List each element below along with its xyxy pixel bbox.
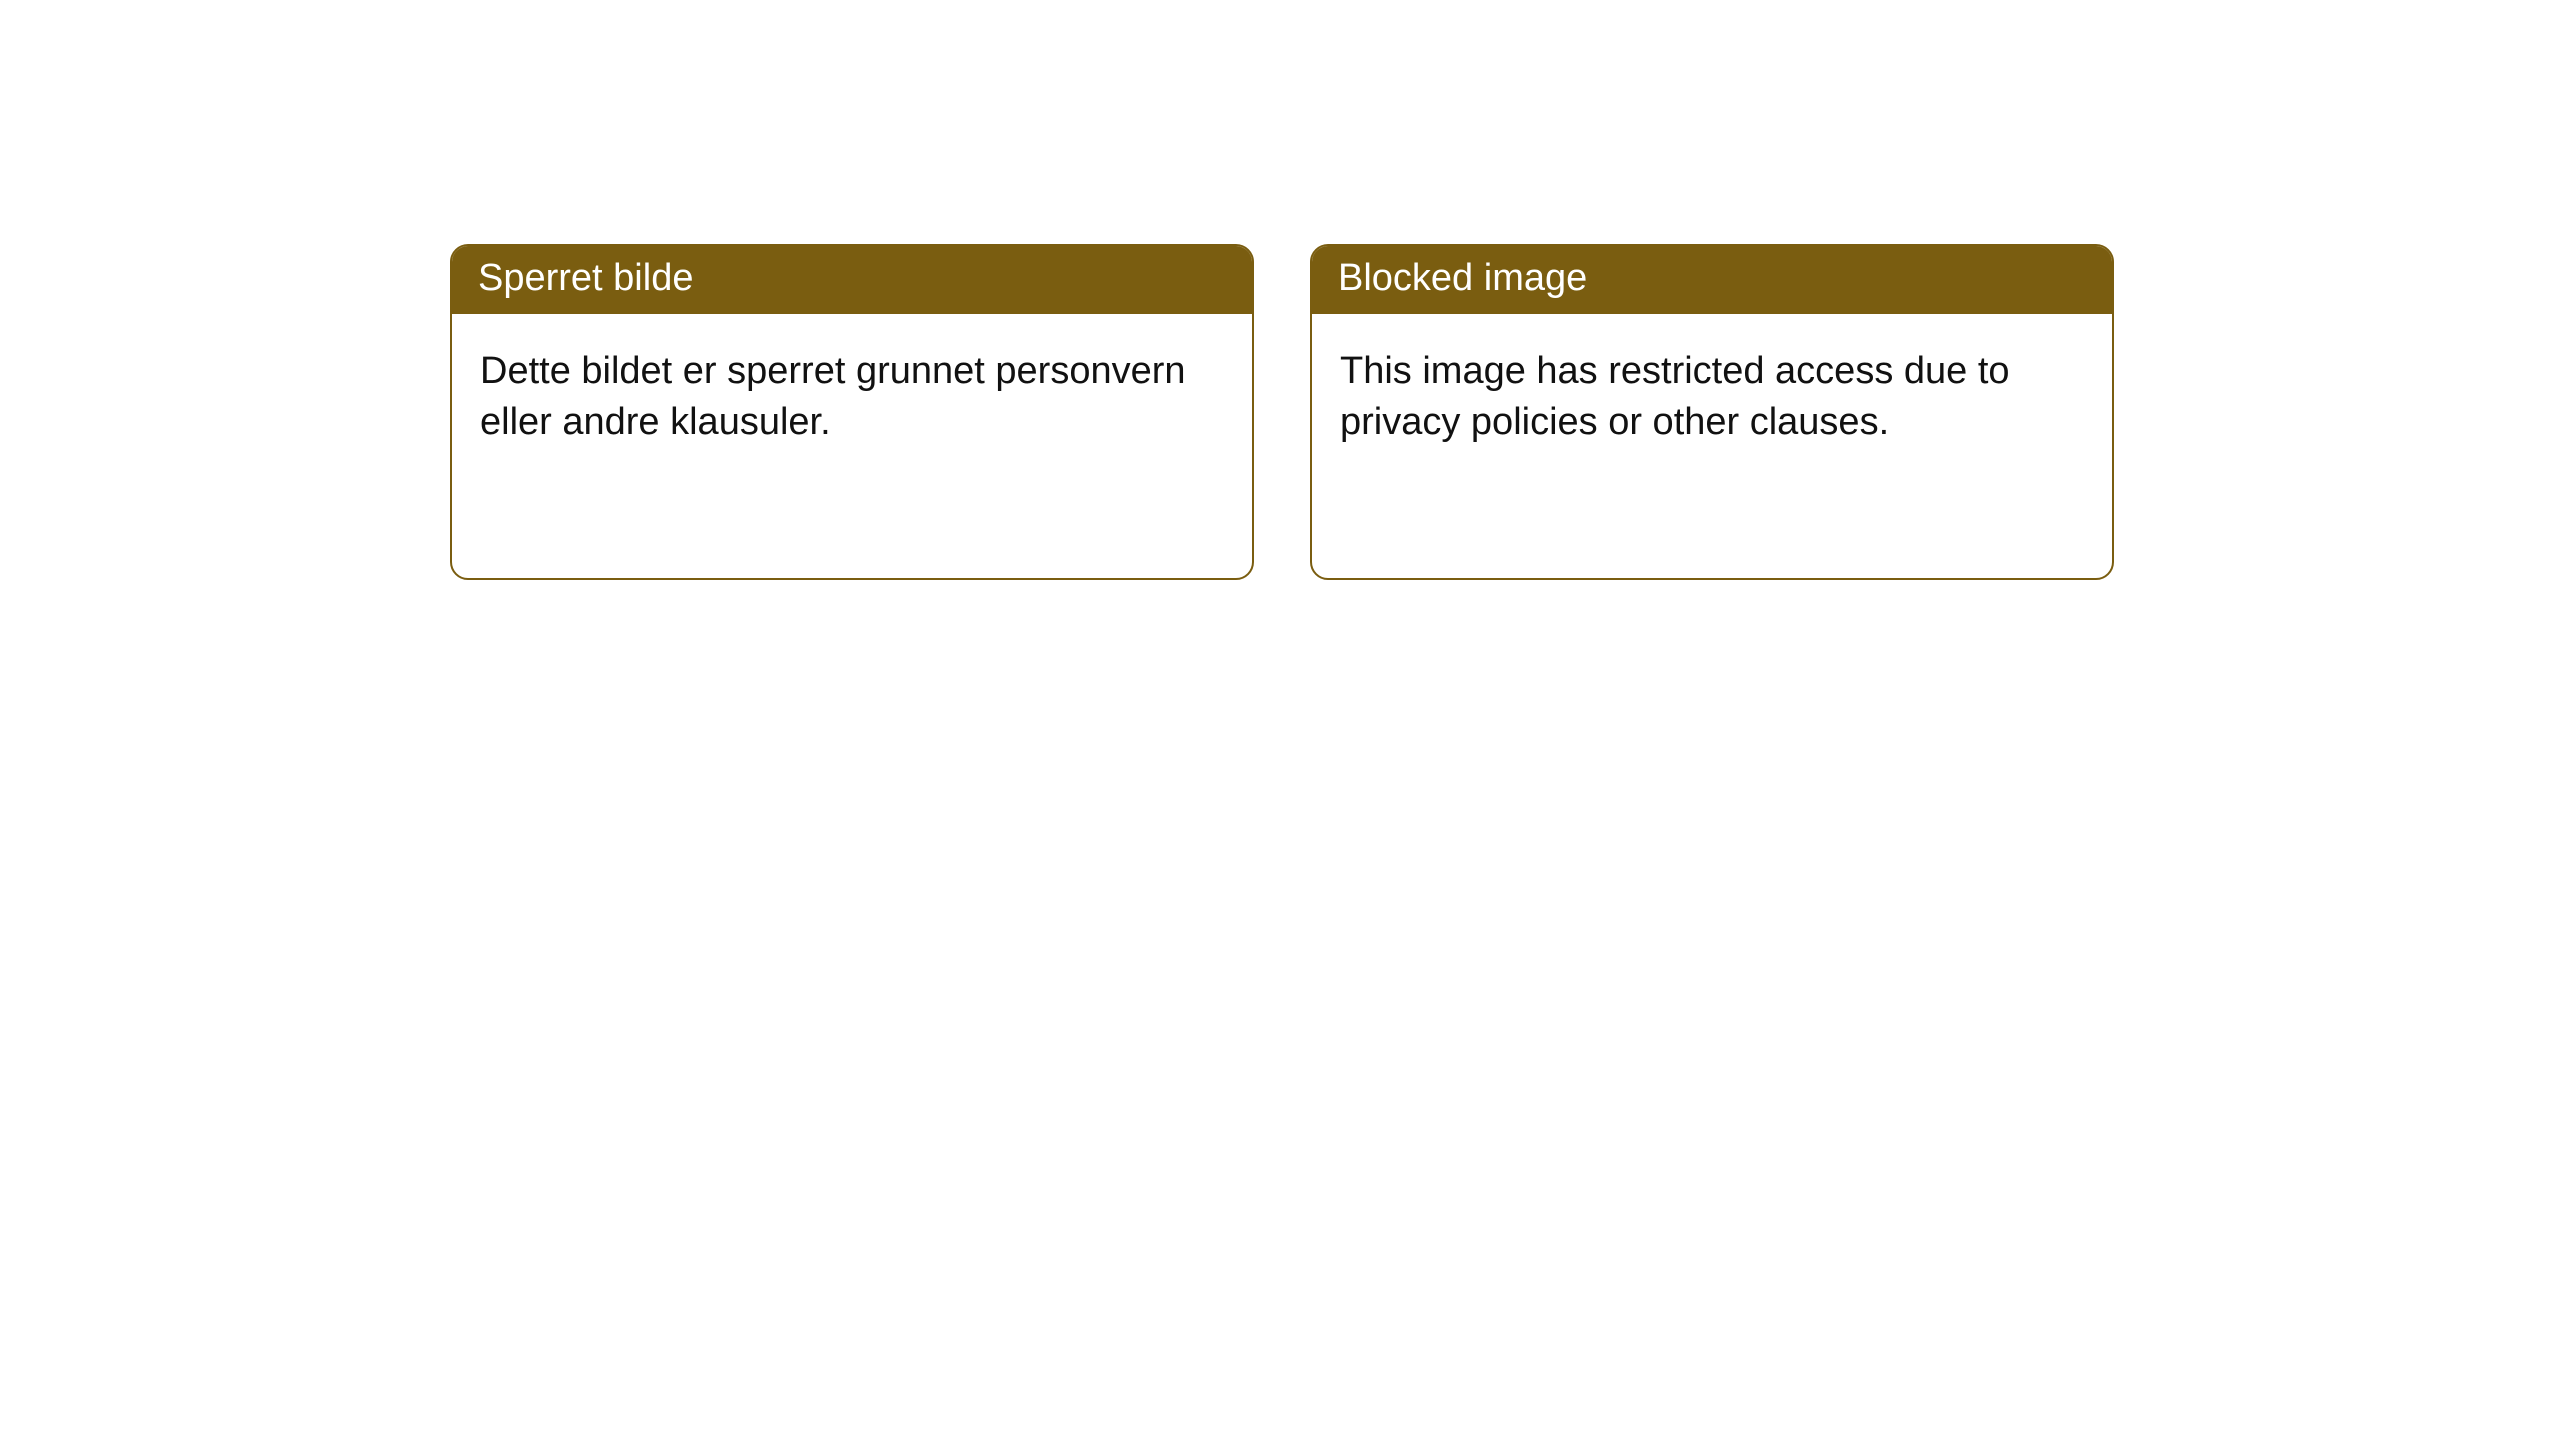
card-header-text: Blocked image bbox=[1338, 257, 1587, 299]
notice-card-english: Blocked image This image has restricted … bbox=[1310, 244, 2114, 580]
card-body: Dette bildet er sperret grunnet personve… bbox=[452, 314, 1252, 481]
card-body-text: Dette bildet er sperret grunnet personve… bbox=[480, 350, 1186, 443]
card-container: Sperret bilde Dette bildet er sperret gr… bbox=[0, 0, 2560, 580]
card-body: This image has restricted access due to … bbox=[1312, 314, 2112, 481]
card-body-text: This image has restricted access due to … bbox=[1340, 350, 2010, 443]
card-header: Blocked image bbox=[1312, 246, 2112, 314]
notice-card-norwegian: Sperret bilde Dette bildet er sperret gr… bbox=[450, 244, 1254, 580]
card-header-text: Sperret bilde bbox=[478, 257, 693, 299]
card-header: Sperret bilde bbox=[452, 246, 1252, 314]
